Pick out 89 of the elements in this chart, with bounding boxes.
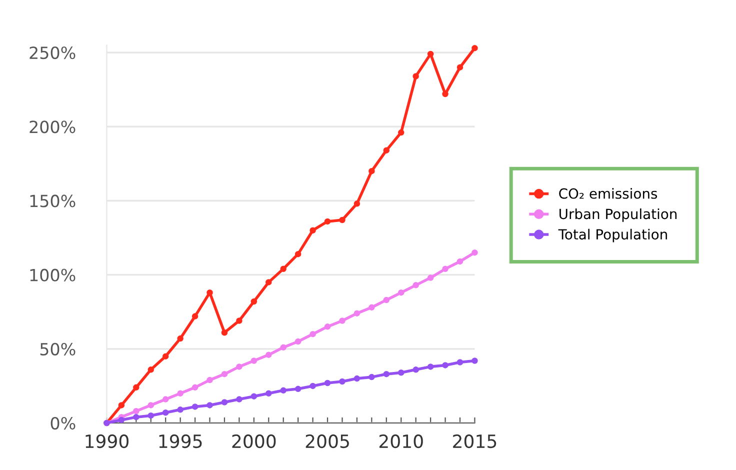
point [427, 364, 434, 370]
point [221, 399, 228, 406]
point [266, 279, 272, 286]
point [368, 168, 375, 174]
point [192, 404, 198, 410]
point [133, 414, 140, 420]
point [148, 366, 154, 373]
legend-label: CO₂ emissions [559, 188, 658, 199]
point [456, 359, 464, 366]
point [354, 200, 360, 207]
point [383, 296, 390, 304]
y-tick-label: 100% [30, 268, 76, 282]
point [398, 289, 404, 296]
point [148, 412, 154, 419]
point [236, 364, 242, 370]
point [412, 282, 419, 288]
point [162, 410, 169, 416]
point [192, 313, 198, 320]
point [442, 362, 448, 368]
point [456, 258, 464, 265]
point [339, 318, 346, 324]
y-tick-label: 150% [30, 194, 76, 208]
y-tick-label: 200% [30, 120, 76, 134]
x-tick-label: 2010 [379, 434, 423, 448]
point [383, 147, 390, 154]
point [310, 382, 316, 390]
point [472, 358, 478, 364]
legend-label: Total Population [558, 228, 667, 242]
point [280, 344, 286, 351]
point [280, 387, 286, 394]
point [324, 380, 331, 386]
point [427, 274, 434, 281]
point [192, 384, 198, 391]
point [236, 318, 242, 324]
x-tick-label: 2000 [232, 434, 276, 448]
y-tick-label: 250% [30, 46, 76, 60]
point [250, 298, 258, 305]
point [133, 384, 140, 391]
point [427, 50, 434, 58]
point [294, 338, 302, 345]
point [250, 358, 258, 364]
point [294, 250, 302, 258]
point [118, 416, 125, 424]
x-tick-label: 2015 [453, 434, 496, 448]
point [412, 73, 419, 80]
point [206, 376, 213, 384]
point [398, 129, 404, 136]
point [266, 390, 272, 396]
point [354, 310, 360, 316]
point [162, 396, 169, 402]
point [294, 386, 302, 392]
y-tick-label: 50% [40, 342, 76, 356]
x-tick-label: 1990 [86, 434, 128, 448]
point [324, 218, 331, 225]
point [472, 44, 478, 52]
point [206, 402, 213, 408]
point [177, 335, 184, 342]
point [310, 227, 316, 234]
point [236, 396, 242, 402]
point [339, 216, 346, 224]
point [412, 366, 419, 373]
point [118, 402, 125, 408]
point [383, 370, 390, 378]
point [206, 289, 213, 296]
point [310, 330, 316, 338]
point [280, 266, 286, 272]
point [177, 406, 184, 413]
point [354, 375, 360, 382]
point [266, 352, 272, 358]
point [339, 378, 346, 385]
point [177, 390, 184, 396]
point [398, 369, 404, 376]
point [368, 374, 375, 380]
y-tick-label: 0% [50, 416, 76, 430]
point [148, 402, 154, 408]
x-tick-label: 1995 [159, 434, 202, 448]
point [250, 393, 258, 400]
point [456, 64, 464, 70]
point [324, 324, 331, 330]
legend-label: Urban Population [560, 208, 677, 222]
point [221, 370, 228, 378]
x-tick-label: 2005 [306, 434, 349, 448]
point [221, 329, 228, 336]
point [162, 353, 169, 360]
point [442, 266, 448, 272]
point [442, 90, 448, 98]
point [472, 249, 478, 256]
point [368, 304, 375, 311]
point [133, 408, 140, 414]
